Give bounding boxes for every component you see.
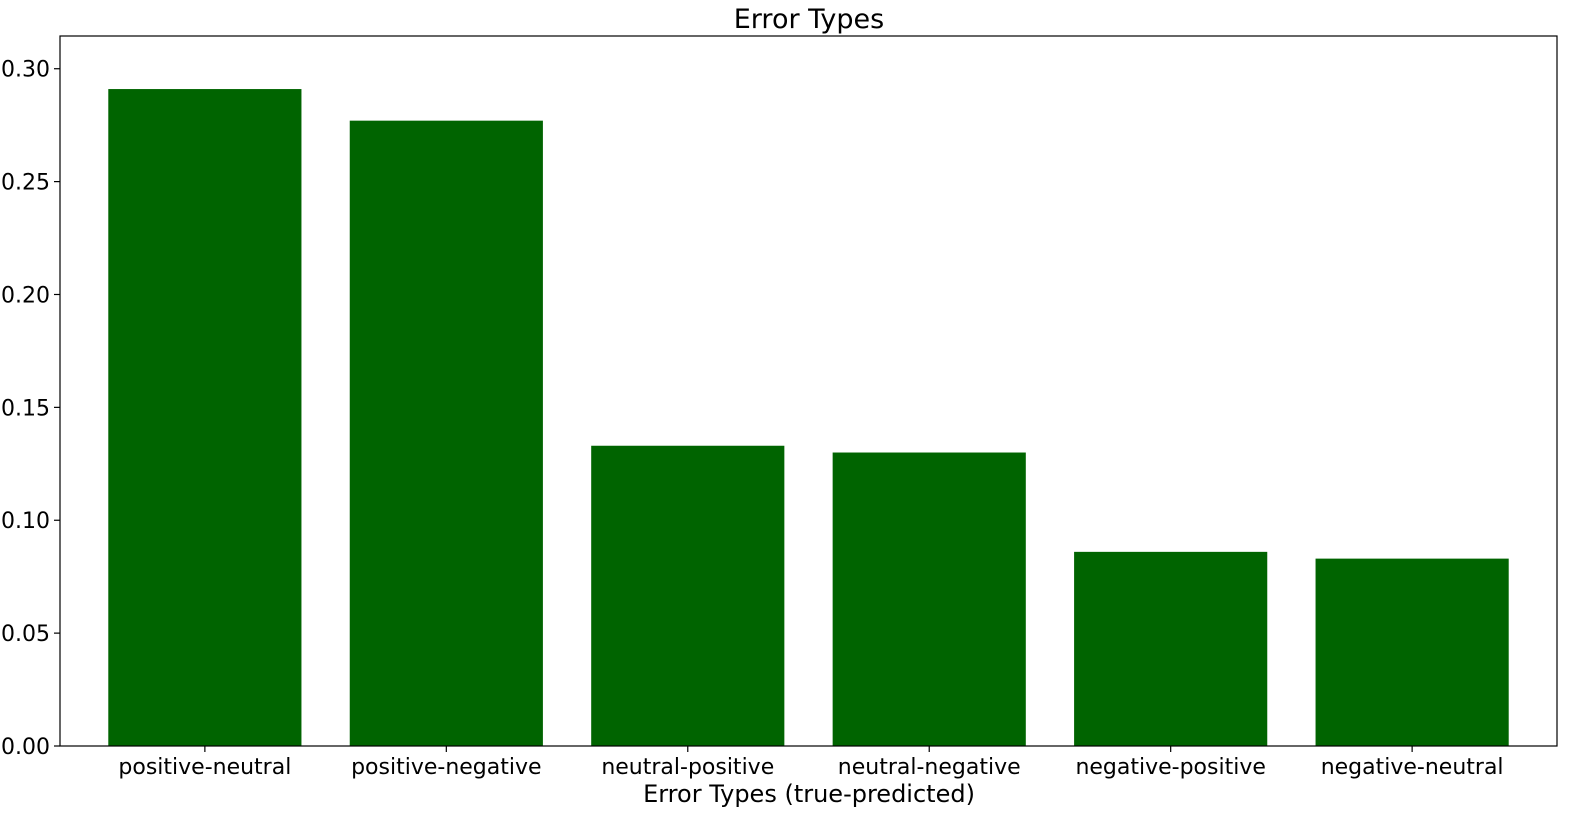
y-axis: 0.00 0.05 0.10 0.15 0.20 0.25 0.30 — [1, 58, 60, 760]
x-tick-label: negative-positive — [1075, 755, 1265, 780]
y-tick-label: 0.10 — [1, 509, 50, 534]
bars-group — [108, 89, 1509, 746]
y-tick-label: 0.30 — [1, 58, 50, 83]
x-axis: positive-neutral positive-negative neutral… — [118, 746, 1504, 780]
bar-positive-neutral — [108, 89, 302, 746]
bar-negative-neutral — [1315, 558, 1509, 746]
y-tick-label: 0.00 — [1, 735, 50, 760]
x-tick-label: neutral-positive — [601, 755, 774, 780]
bar-neutral-positive — [591, 445, 785, 746]
chart-title: Error Types — [734, 4, 884, 35]
plot-frame — [59, 35, 1558, 747]
x-tick-label: negative-neutral — [1321, 755, 1504, 780]
x-tick-label: positive-negative — [351, 755, 541, 780]
bar-positive-negative — [349, 120, 543, 746]
y-tick-label: 0.20 — [1, 283, 50, 308]
bar-neutral-negative — [832, 452, 1026, 746]
y-tick-label: 0.25 — [1, 171, 50, 196]
x-tick-label: neutral-negative — [838, 755, 1021, 780]
bar-negative-positive — [1074, 551, 1268, 746]
y-tick-label: 0.15 — [1, 396, 50, 421]
x-axis-label: Error Types (true-predicted) — [643, 780, 975, 808]
y-tick-label: 0.05 — [1, 622, 50, 647]
x-tick-label: positive-neutral — [118, 755, 291, 780]
